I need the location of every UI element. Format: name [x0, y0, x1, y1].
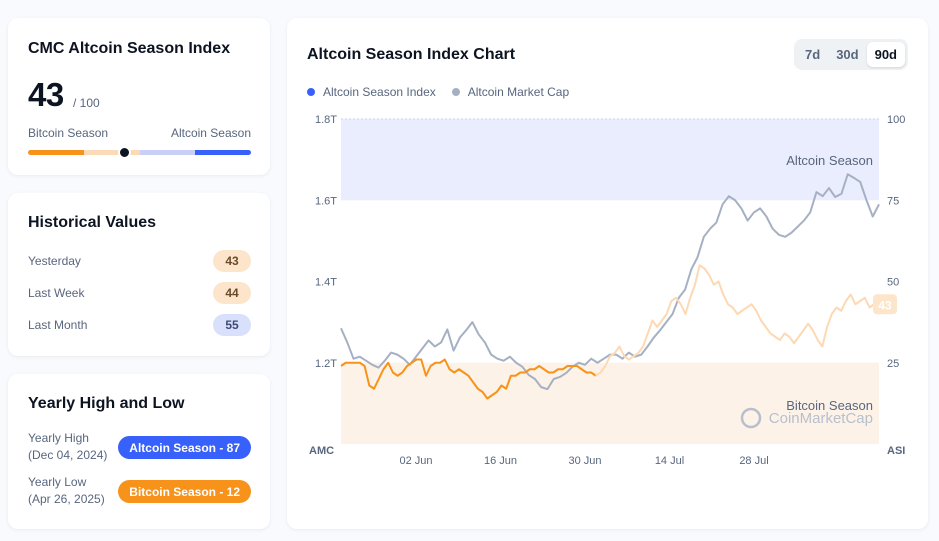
historical-row-yesterday: Yesterday 43 [28, 250, 251, 272]
x-tick-label: 16 Jun [484, 455, 517, 467]
historical-label: Last Week [28, 286, 85, 300]
left-tick-label: 1.2T [315, 358, 337, 370]
watermark-logo [740, 407, 762, 429]
historical-row-last-week: Last Week 44 [28, 282, 251, 304]
zone-label-bitcoin: Bitcoin Season [786, 398, 873, 413]
chart-legend: Altcoin Season Index Altcoin Market Cap [307, 85, 585, 99]
historical-label: Yesterday [28, 254, 81, 268]
series-line-index-bitcoin-phase [340, 358, 597, 400]
watermark-text: CoinMarketCap [769, 410, 873, 427]
range-tabs: 7d 30d 90d [794, 39, 908, 70]
season-gauge [28, 146, 251, 159]
current-value-badge [873, 294, 897, 315]
x-tick-label: 28 Jul [739, 455, 768, 467]
tab-30d[interactable]: 30d [836, 47, 859, 62]
index-card: CMC Altcoin Season Index 43 / 100 Bitcoi… [8, 18, 270, 175]
right-axis-title: ASI [887, 445, 905, 457]
gauge-right-label: Altcoin Season [170, 126, 251, 140]
right-tick-label: 100 [887, 114, 905, 126]
tab-7d[interactable]: 7d [805, 47, 821, 62]
index-suffix: / 100 [73, 96, 100, 110]
gauge-left-label: Bitcoin Season [28, 126, 109, 140]
legend-label-index: Altcoin Season Index [323, 85, 436, 99]
yearly-high-low-card: Yearly High and Low Yearly High (Dec 04,… [8, 374, 270, 529]
historical-title: Historical Values [28, 214, 157, 231]
legend-dot-market-cap [451, 88, 460, 96]
right-tick-label: 25 [887, 358, 899, 370]
zone-band-altcoin [341, 119, 879, 201]
yearly-low-text: Yearly Low [28, 475, 87, 489]
tab-90d[interactable]: 90d [866, 42, 905, 67]
gauge-segment-altcoin-strong [195, 150, 251, 155]
gauge-segment-altcoin-light [139, 150, 196, 155]
left-tick-label: 1.6T [315, 195, 337, 207]
historical-row-last-month: Last Month 55 [28, 314, 251, 336]
series-line-index-recent [595, 264, 875, 377]
historical-label: Last Month [28, 318, 88, 332]
historical-values-card: Historical Values Yesterday 43 Last Week… [8, 193, 270, 356]
historical-value-pill: 55 [213, 314, 251, 336]
chart-title: Altcoin Season Index Chart [307, 46, 516, 63]
gauge-segment-bitcoin-light [83, 150, 140, 155]
yearly-high-label: Yearly High (Dec 04, 2024) [28, 430, 107, 464]
legend-dot-index [307, 88, 315, 96]
legend-item-market-cap[interactable]: Altcoin Market Cap [451, 85, 570, 99]
x-tick-label: 02 Jun [399, 455, 432, 467]
x-tick-label: 14 Jul [655, 455, 684, 467]
historical-value-pill: 44 [213, 282, 251, 304]
current-value-label: 43 [878, 298, 892, 312]
gauge-segment-bitcoin-strong [28, 150, 84, 155]
series-line-market-cap [340, 173, 880, 391]
legend-item-index[interactable]: Altcoin Season Index [307, 85, 436, 99]
chart-card: Altcoin Season Index Chart 7d 30d 90d Al… [287, 18, 928, 529]
left-axis-title: AMC [309, 445, 334, 457]
right-tick-label: 75 [887, 195, 899, 207]
legend-label-market-cap: Altcoin Market Cap [467, 85, 570, 99]
x-tick-label: 30 Jun [568, 455, 601, 467]
line-chart: Altcoin Season Bitcoin SeasonCoinMarketCa… [309, 114, 905, 467]
yearly-title: Yearly High and Low [28, 395, 185, 412]
yearly-low-row: Yearly Low (Apr 26, 2025) Bitcoin Season… [28, 474, 251, 508]
left-tick-label: 1.4T [315, 277, 337, 289]
right-tick-label: 50 [887, 277, 899, 289]
yearly-high-row: Yearly High (Dec 04, 2024) Altcoin Seaso… [28, 430, 251, 464]
yearly-high-badge: Altcoin Season - 87 [118, 436, 251, 459]
historical-value-pill: 43 [213, 250, 251, 272]
watermark-icon [740, 407, 762, 429]
yearly-high-date: (Dec 04, 2024) [28, 448, 108, 462]
gauge-knob [117, 146, 131, 159]
zone-label-altcoin: Altcoin Season [786, 153, 873, 168]
index-value: 43 [28, 76, 64, 113]
left-tick-label: 1.8T [315, 114, 337, 126]
yearly-low-date: (Apr 26, 2025) [28, 492, 105, 506]
index-card-title: CMC Altcoin Season Index [28, 40, 231, 57]
yearly-low-badge: Bitcoin Season - 12 [118, 480, 251, 503]
yearly-low-label: Yearly Low (Apr 26, 2025) [28, 474, 105, 508]
zone-band-bitcoin [341, 362, 879, 444]
yearly-high-text: Yearly High [28, 431, 89, 445]
